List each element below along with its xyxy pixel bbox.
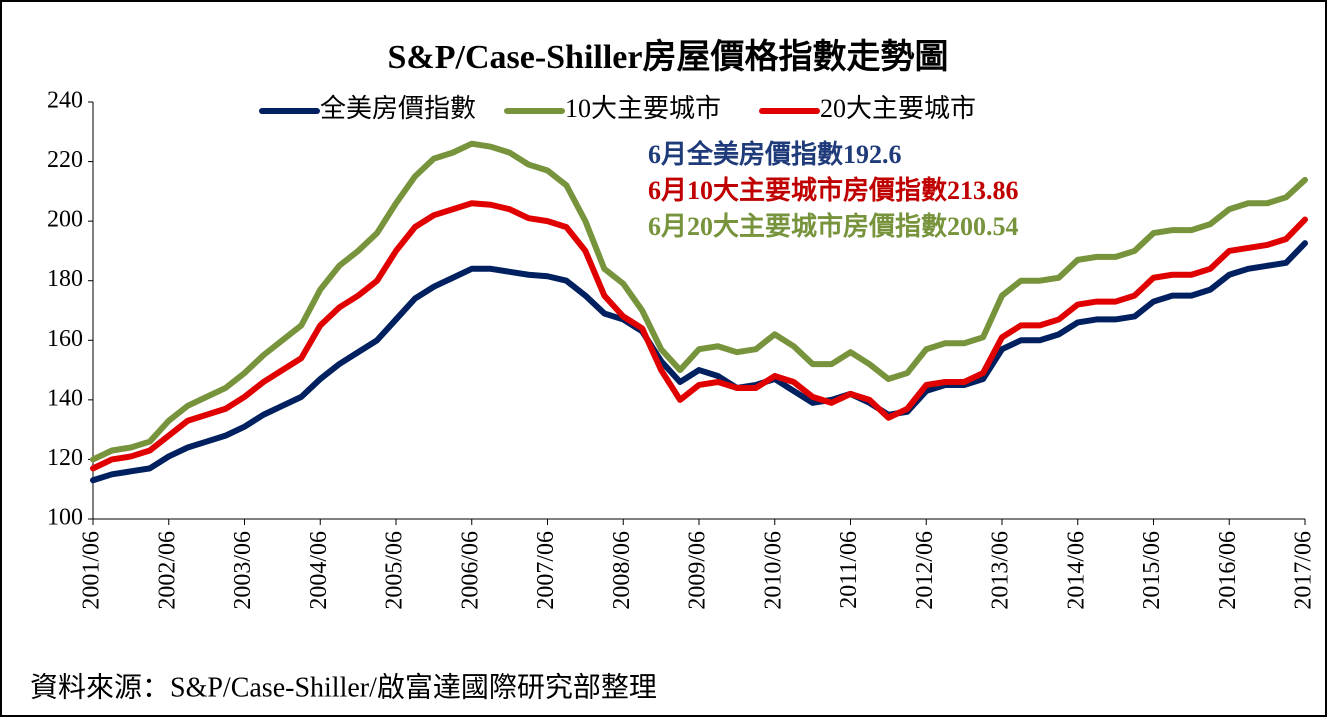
x-tick-label: 2011/06 [836, 531, 862, 609]
x-tick-label: 2007/06 [533, 531, 559, 610]
legend-label: 20大主要城市 [820, 94, 976, 123]
x-tick-label: 2009/06 [685, 531, 711, 610]
y-tick-label: 160 [47, 326, 83, 352]
y-tick-label: 200 [47, 207, 83, 233]
source-note: 資料來源：S&P/Case-Shiller/啟富達國際研究部整理 [30, 671, 657, 703]
x-tick-label: 2001/06 [79, 531, 105, 610]
y-tick-label: 120 [47, 445, 83, 471]
chart-title: S&P/Case-Shiller房屋價格指數走勢圖 [388, 38, 949, 76]
x-tick-label: 2017/06 [1291, 531, 1317, 610]
y-tick-label: 240 [47, 88, 83, 114]
series-line [90, 200, 1308, 472]
legend-label: 10大主要城市 [565, 94, 721, 123]
x-tick-label: 2006/06 [457, 531, 483, 610]
x-tick-label: 2003/06 [230, 531, 256, 610]
x-tick-label: 2010/06 [760, 531, 786, 610]
x-tick-label: 2015/06 [1139, 531, 1165, 610]
y-tick-label: 140 [47, 385, 83, 411]
annotation: 6月10大主要城市房價指數213.86 [648, 175, 1019, 205]
series-line [90, 140, 1308, 463]
x-tick-label: 2005/06 [382, 531, 408, 610]
x-tick-label: 2016/06 [1215, 531, 1241, 610]
annotation: 6月全美房價指數192.6 [648, 139, 902, 169]
y-tick-label: 100 [47, 505, 83, 531]
x-tick-label: 2002/06 [154, 531, 180, 610]
y-tick-label: 220 [47, 147, 83, 173]
x-tick-label: 2008/06 [609, 531, 635, 610]
x-tick-label: 2012/06 [912, 531, 938, 610]
y-tick-label: 180 [47, 266, 83, 292]
series-line [90, 240, 1308, 484]
annotation: 6月20大主要城市房價指數200.54 [648, 211, 1019, 241]
x-tick-label: 2004/06 [306, 531, 332, 610]
x-tick-label: 2014/06 [1063, 531, 1089, 610]
legend-label: 全美房價指數 [320, 94, 476, 123]
x-tick-label: 2013/06 [988, 531, 1014, 610]
